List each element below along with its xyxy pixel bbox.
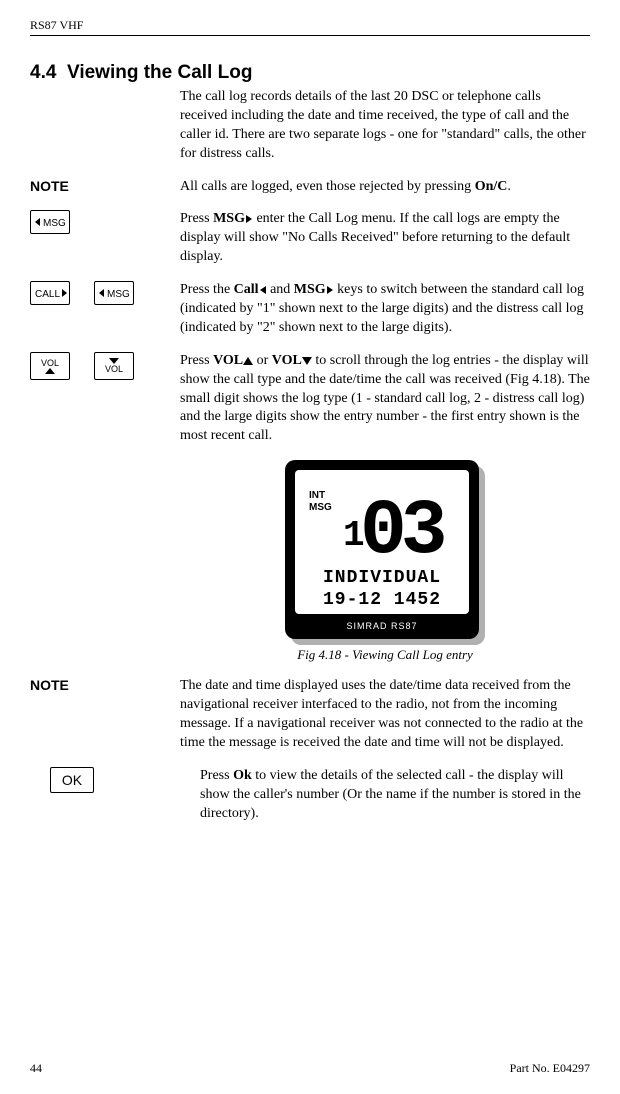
svg-text:MSG: MSG (107, 289, 130, 300)
msg-key: MSG (94, 281, 134, 305)
key-name: Call (234, 282, 259, 297)
figure-caption: Fig 4.18 - Viewing Call Log entry (180, 647, 590, 663)
ok-key: OK (50, 767, 94, 793)
svg-text:INT: INT (309, 490, 325, 501)
svg-text:MSG: MSG (309, 502, 332, 513)
vol-up-key: VOL (30, 352, 70, 380)
text-fragment: Press the (180, 282, 234, 297)
key-name: VOL (272, 353, 302, 368)
svg-text:03: 03 (360, 488, 444, 576)
key-name: MSG (294, 282, 326, 297)
vol-paragraph: Press VOL or VOL to scroll through the l… (180, 352, 590, 446)
call-key: CALL (30, 281, 70, 305)
note-label: NOTE (30, 677, 69, 693)
msg-paragraph: Press MSG enter the Call Log menu. If th… (180, 210, 590, 267)
triangle-right-icon (245, 214, 253, 224)
note-text: The date and time displayed uses the dat… (180, 677, 590, 753)
svg-text:MSG: MSG (43, 218, 66, 229)
ok-paragraph: Press Ok to view the details of the sele… (200, 767, 590, 824)
triangle-right-icon (326, 285, 334, 295)
triangle-left-icon (259, 285, 267, 295)
msg-key: MSG (30, 210, 70, 234)
key-name: Ok (233, 768, 252, 783)
note-label: NOTE (30, 178, 69, 194)
call-paragraph: Press the Call and MSG keys to switch be… (180, 281, 590, 338)
section-title: 4.4 Viewing the Call Log (30, 62, 590, 84)
key-label: OK (62, 772, 82, 788)
text-fragment: All calls are logged, even those rejecte… (180, 179, 475, 194)
text-fragment: Press (180, 211, 213, 226)
page-number: 44 (30, 1061, 42, 1076)
key-label: VOL (41, 358, 59, 368)
intro-paragraph: The call log records details of the last… (180, 88, 590, 164)
svg-text:INDIVIDUAL: INDIVIDUAL (323, 568, 441, 588)
header-rule (30, 35, 590, 36)
text-fragment: and (267, 282, 294, 297)
triangle-up-icon (243, 357, 253, 365)
triangle-up-icon (45, 368, 55, 374)
running-head: RS87 VHF (30, 18, 590, 33)
svg-text:CALL: CALL (35, 289, 60, 300)
triangle-down-icon (302, 357, 312, 365)
text-fragment: Press (180, 353, 213, 368)
svg-text:SIMRAD RS87: SIMRAD RS87 (346, 621, 417, 631)
key-name: On/C (475, 179, 508, 194)
lcd-figure: SIMRAD RS87 INT MSG 1 03 INDIVIDUAL 19-1… (180, 460, 590, 645)
text-fragment: or (253, 353, 272, 368)
key-label: VOL (105, 364, 123, 374)
svg-text:19-12 1452: 19-12 1452 (323, 590, 441, 610)
text-fragment: to view the details of the selected call… (200, 768, 581, 821)
key-name: VOL (213, 353, 243, 368)
part-number: Part No. E04297 (510, 1061, 590, 1076)
section-heading: Viewing the Call Log (67, 62, 252, 83)
vol-down-key: VOL (94, 352, 134, 380)
key-name: MSG (213, 211, 245, 226)
note-text: All calls are logged, even those rejecte… (180, 178, 590, 197)
text-fragment: Press (200, 768, 233, 783)
section-number: 4.4 (30, 62, 56, 83)
text-fragment: . (507, 179, 511, 194)
